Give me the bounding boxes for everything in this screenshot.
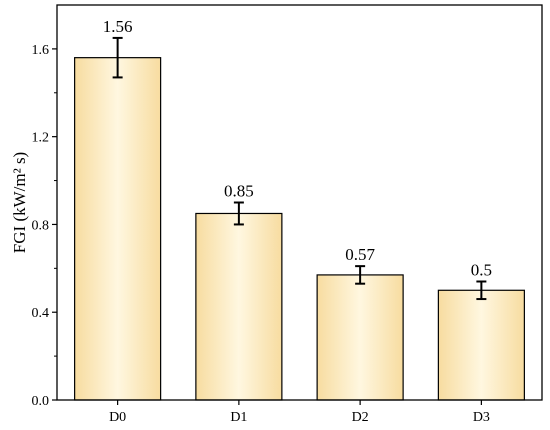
y-axis: 0.0 0.4 0.8 1.2 1.6 xyxy=(32,43,57,409)
plot-frame xyxy=(56,4,543,401)
y-axis-title: FGI (kW/m² s) xyxy=(10,152,29,253)
x-tick-label-d1: D1 xyxy=(230,410,247,425)
data-label-d0: 1.56 xyxy=(103,17,133,36)
x-axis: D0 D1 D2 D3 xyxy=(109,400,490,425)
y-tick-label-2: 0.8 xyxy=(32,218,50,233)
error-bar-d0 xyxy=(112,36,123,79)
data-label-d2: 0.57 xyxy=(345,245,375,264)
bar-d3 xyxy=(437,289,525,401)
error-bar-d2 xyxy=(355,265,366,285)
bars xyxy=(74,57,525,401)
data-label-d1: 0.85 xyxy=(224,182,254,201)
bar-d0 xyxy=(74,57,162,401)
y-tick-label-1: 0.4 xyxy=(32,306,50,321)
y-tick-label-0: 0.0 xyxy=(32,394,50,409)
error-bar-d3 xyxy=(476,280,487,301)
data-labels: 1.56 0.85 0.57 0.5 xyxy=(103,17,492,280)
error-bars xyxy=(112,36,487,301)
bar-d2 xyxy=(316,274,404,401)
data-label-d3: 0.5 xyxy=(471,261,492,280)
x-tick-label-d3: D3 xyxy=(473,410,490,425)
x-tick-label-d0: D0 xyxy=(109,410,126,425)
bar-d1 xyxy=(195,212,283,401)
y-tick-label-3: 1.2 xyxy=(32,131,50,146)
x-tick-label-d2: D2 xyxy=(352,410,369,425)
error-bar-d1 xyxy=(233,201,244,226)
y-tick-label-4: 1.6 xyxy=(32,43,50,58)
